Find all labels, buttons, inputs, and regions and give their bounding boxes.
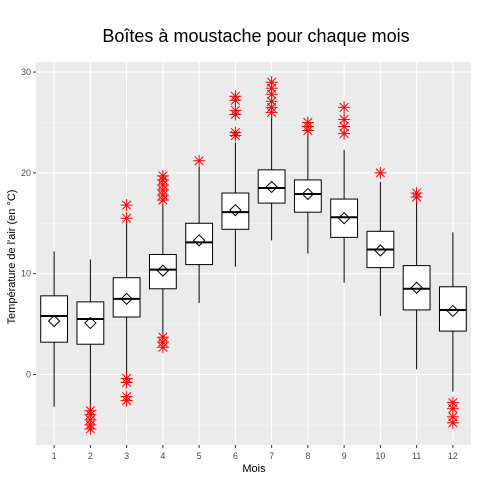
x-tick-label: 1: [52, 451, 57, 461]
box-month-6: [221, 90, 250, 267]
outlier-point: [84, 422, 97, 435]
mean-marker: [156, 264, 170, 277]
box-iqr: [402, 265, 431, 311]
outlier-point: [229, 104, 242, 117]
box-iqr: [221, 192, 250, 230]
outlier-point: [156, 331, 169, 344]
box-iqr: [76, 301, 105, 345]
outlier-point: [229, 90, 242, 103]
mean-marker: [229, 203, 242, 217]
outlier-point: [120, 394, 133, 407]
x-tick-label: 11: [412, 451, 421, 461]
mean-marker: [446, 304, 460, 318]
x-tick-label: 9: [342, 451, 347, 461]
box-iqr: [185, 222, 214, 266]
x-tick-label: 5: [197, 451, 202, 461]
outlier-point: [265, 95, 278, 108]
x-axis-label: Mois: [242, 463, 266, 475]
box-iqr: [438, 286, 467, 332]
y-tick-label: 30: [21, 67, 31, 77]
chart-title: Boîtes à moustache pour chaque mois: [102, 26, 409, 46]
outlier-point: [156, 169, 169, 182]
outlier-point: [120, 376, 133, 389]
box-iqr: [40, 295, 69, 343]
mean-marker: [265, 180, 278, 194]
box-month-5: [185, 154, 214, 303]
box-iqr: [257, 169, 286, 204]
outlier-point: [338, 113, 351, 126]
outlier-point: [229, 126, 242, 139]
outlier-point: [338, 101, 351, 114]
box-month-10: [366, 166, 395, 316]
panel-background: [36, 62, 471, 445]
outlier-point: [120, 199, 133, 212]
box-iqr: [293, 179, 322, 213]
box-month-8: [293, 116, 322, 254]
mean-marker: [301, 187, 315, 201]
outlier-point: [120, 212, 133, 225]
box-month-1: [40, 251, 69, 407]
box-month-9: [330, 101, 359, 283]
box-iqr: [330, 198, 359, 238]
y-axis-label: Température de l'air (en °C): [6, 190, 18, 325]
y-tick-label: 20: [21, 168, 31, 178]
mean-marker: [337, 212, 351, 225]
mean-marker: [84, 316, 97, 330]
box-month-7: [257, 76, 286, 241]
outlier-point: [446, 402, 459, 415]
outlier-point: [446, 416, 459, 429]
y-tick-label: 10: [21, 269, 31, 279]
mean-marker: [410, 281, 423, 294]
mean-marker: [192, 234, 206, 247]
box-month-12: [438, 232, 467, 429]
x-tick-label: 4: [160, 451, 165, 461]
outlier-point: [301, 116, 314, 129]
x-tick-label: 7: [269, 451, 274, 461]
outlier-point: [410, 187, 423, 200]
mean-marker: [120, 292, 133, 306]
box-month-3: [112, 199, 141, 407]
outlier-point: [193, 154, 206, 167]
box-iqr: [112, 277, 141, 318]
outlier-point: [374, 166, 387, 179]
y-tick-label: 0: [26, 369, 31, 379]
x-tick-label: 8: [305, 451, 310, 461]
outlier-point: [265, 76, 278, 89]
box-month-2: [76, 259, 105, 435]
x-tick-label: 10: [375, 451, 385, 461]
mean-marker: [47, 314, 61, 328]
x-tick-label: 6: [233, 451, 238, 461]
box-month-4: [148, 169, 177, 354]
mean-marker: [374, 244, 387, 257]
x-tick-label: 12: [448, 451, 458, 461]
x-tick-label: 2: [88, 451, 93, 461]
box-month-11: [402, 187, 431, 370]
box-iqr: [148, 254, 177, 290]
x-tick-label: 3: [124, 451, 129, 461]
